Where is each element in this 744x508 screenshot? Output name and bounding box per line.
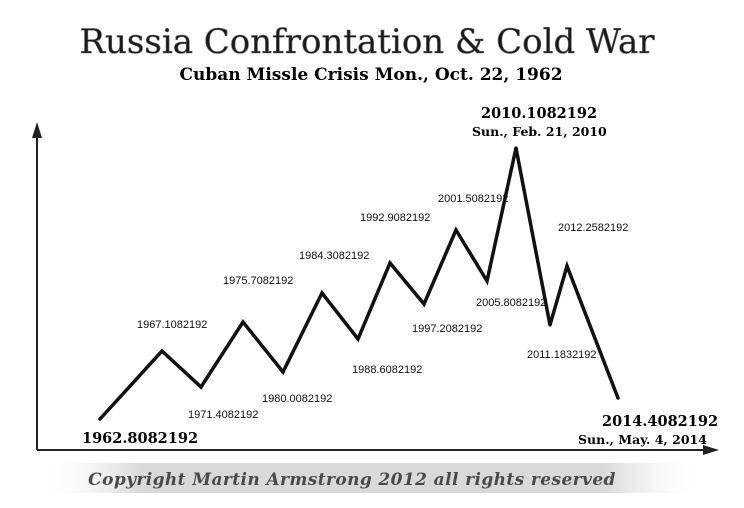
label-1971: 1971.4082192 (188, 409, 258, 421)
turning-point-9 (454, 228, 458, 232)
turning-point-4 (281, 370, 285, 374)
turning-point-0 (98, 417, 102, 421)
turning-point-2 (199, 385, 203, 389)
turning-point-6 (356, 337, 360, 341)
label-2014-date: Sun., May. 4, 2014 (578, 432, 707, 447)
label-2014: 2014.4082192 (602, 413, 718, 430)
label-2010-date: Sun., Feb. 21, 2010 (472, 124, 607, 139)
label-1980: 1980.0082192 (262, 393, 332, 405)
label-2005: 2005.8082192 (476, 297, 546, 309)
label-1975: 1975.7082192 (223, 275, 293, 287)
turning-point-14 (616, 396, 620, 400)
footer-band (40, 463, 704, 493)
label-1967: 1967.1082192 (137, 319, 207, 331)
label-2012: 2012.2582192 (558, 222, 628, 234)
label-1997: 1997.2082192 (412, 323, 482, 335)
point-labels: 1962.8082192 1967.1082192 1971.4082192 1… (82, 105, 718, 447)
series-line (98, 147, 620, 421)
turning-point-10 (485, 279, 489, 283)
label-1988: 1988.6082192 (352, 364, 422, 376)
chart-subtitle: Cuban Missle Crisis Mon., Oct. 22, 1962 (179, 65, 562, 85)
label-1984: 1984.3082192 (299, 250, 369, 262)
turning-point-3 (241, 320, 245, 324)
label-1962: 1962.8082192 (82, 430, 198, 447)
label-2001: 2001.5082192 (438, 193, 508, 205)
label-1992: 1992.9082192 (360, 212, 430, 224)
turning-point-1 (160, 349, 164, 353)
axes (32, 122, 719, 455)
x-axis-arrow (703, 445, 719, 455)
chart-title: Russia Confrontation & Cold War (79, 22, 655, 62)
turning-point-5 (320, 291, 324, 295)
y-axis-arrow (32, 122, 42, 138)
copyright-text: Copyright Martin Armstrong 2012 all righ… (88, 470, 616, 490)
turning-point-13 (565, 264, 569, 268)
turning-point-11 (514, 146, 518, 150)
label-2010: 2010.1082192 (481, 105, 597, 122)
turning-point-8 (422, 302, 426, 306)
turning-point-7 (388, 261, 392, 265)
turning-point-12 (548, 323, 552, 327)
label-2011: 2011.1832192 (527, 349, 597, 361)
